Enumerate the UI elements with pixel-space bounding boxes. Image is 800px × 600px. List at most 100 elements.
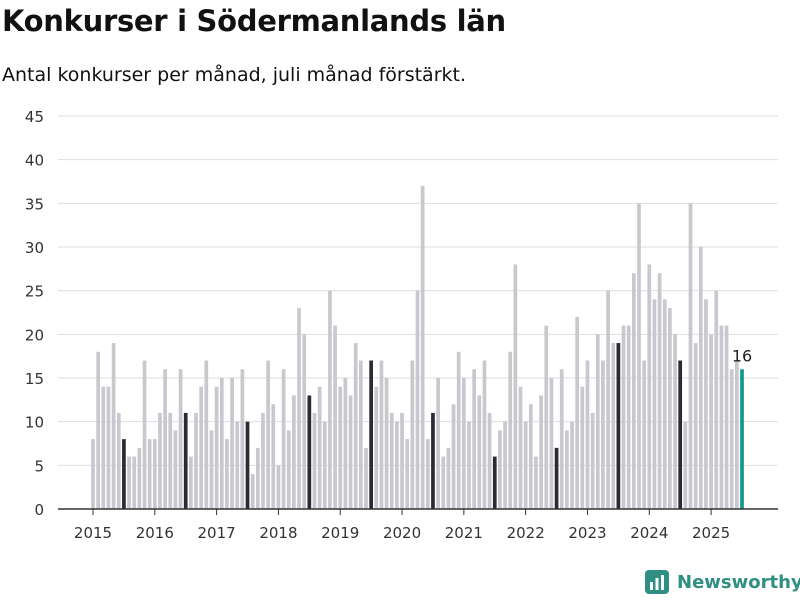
bar[interactable] <box>400 412 404 509</box>
bar[interactable] <box>297 308 301 509</box>
bar[interactable] <box>729 369 734 509</box>
bar[interactable] <box>673 334 677 509</box>
bar[interactable] <box>127 456 131 509</box>
bar[interactable] <box>240 369 245 509</box>
bar[interactable] <box>528 404 533 509</box>
bar[interactable] <box>544 325 549 509</box>
bar[interactable] <box>441 456 446 509</box>
bar[interactable] <box>487 412 492 509</box>
bar[interactable] <box>642 360 646 509</box>
bar[interactable] <box>353 343 358 509</box>
bar[interactable] <box>420 185 425 509</box>
bar[interactable] <box>328 290 332 509</box>
bar[interactable] <box>286 430 291 509</box>
bar[interactable] <box>204 360 209 509</box>
bar[interactable] <box>348 395 353 509</box>
bar[interactable] <box>225 439 229 509</box>
bar[interactable] <box>395 421 399 509</box>
bar[interactable] <box>570 421 574 509</box>
bar[interactable] <box>590 412 595 509</box>
bar[interactable] <box>358 360 363 509</box>
bar[interactable] <box>621 325 626 509</box>
bar[interactable] <box>565 430 569 509</box>
bar[interactable] <box>132 456 137 509</box>
bar[interactable] <box>137 447 142 509</box>
bar[interactable] <box>116 412 121 509</box>
bar[interactable] <box>122 439 126 509</box>
bar[interactable] <box>255 447 260 509</box>
bar[interactable] <box>163 369 167 509</box>
bar[interactable] <box>389 412 394 509</box>
bar[interactable] <box>704 299 708 509</box>
bar[interactable] <box>611 343 616 509</box>
bar[interactable] <box>549 378 554 509</box>
bar[interactable] <box>152 439 157 509</box>
bar[interactable] <box>626 325 631 509</box>
bar[interactable] <box>261 412 265 509</box>
bar[interactable] <box>173 430 178 509</box>
bar[interactable] <box>101 386 106 509</box>
bar[interactable] <box>178 369 183 509</box>
bar[interactable] <box>431 412 435 509</box>
bar[interactable] <box>503 421 507 509</box>
bar[interactable] <box>456 351 461 509</box>
bar[interactable] <box>168 412 173 509</box>
bar[interactable] <box>683 421 688 509</box>
bar[interactable] <box>410 360 415 509</box>
bar[interactable] <box>307 395 312 509</box>
bar[interactable] <box>498 430 502 509</box>
bar[interactable] <box>467 421 471 509</box>
bar[interactable] <box>559 369 564 509</box>
bar[interactable] <box>183 412 188 509</box>
bar[interactable] <box>158 412 162 509</box>
bar[interactable] <box>111 343 116 509</box>
bar[interactable] <box>724 325 729 509</box>
bar[interactable] <box>230 378 234 509</box>
bar[interactable] <box>338 386 343 509</box>
bar[interactable] <box>250 474 255 509</box>
bar[interactable] <box>317 386 322 509</box>
bar[interactable] <box>302 334 307 509</box>
bar[interactable] <box>513 264 518 509</box>
bar[interactable] <box>647 264 652 509</box>
bar[interactable] <box>384 378 389 509</box>
bar[interactable] <box>266 360 270 509</box>
bar[interactable] <box>194 412 198 509</box>
bar[interactable] <box>451 404 456 509</box>
brand-logo[interactable]: Newsworthy <box>645 570 800 594</box>
bar[interactable] <box>734 360 739 509</box>
bar[interactable] <box>580 386 585 509</box>
bar[interactable] <box>312 412 317 509</box>
bar[interactable] <box>678 360 683 509</box>
bar[interactable] <box>482 360 487 509</box>
bar[interactable] <box>688 203 693 509</box>
bar[interactable] <box>379 360 384 509</box>
bar[interactable] <box>616 343 621 509</box>
bar[interactable] <box>740 369 744 509</box>
bar[interactable] <box>106 386 111 509</box>
bar[interactable] <box>523 421 528 509</box>
bar[interactable] <box>698 247 703 509</box>
bar[interactable] <box>668 308 672 509</box>
bar[interactable] <box>343 378 348 509</box>
bar[interactable] <box>235 421 240 509</box>
bar[interactable] <box>415 290 420 509</box>
bar[interactable] <box>534 456 538 509</box>
bar[interactable] <box>539 395 543 509</box>
bar[interactable] <box>606 290 610 509</box>
bar[interactable] <box>142 360 147 509</box>
bar[interactable] <box>189 456 193 509</box>
bar[interactable] <box>472 369 477 509</box>
bar[interactable] <box>374 386 379 509</box>
bar[interactable] <box>652 299 657 509</box>
bar[interactable] <box>425 439 430 509</box>
bar[interactable] <box>492 456 497 509</box>
bar[interactable] <box>147 439 152 509</box>
bar[interactable] <box>595 334 600 509</box>
bar[interactable] <box>508 351 513 509</box>
bar[interactable] <box>292 395 296 509</box>
bar[interactable] <box>271 404 276 509</box>
bar[interactable] <box>405 439 410 509</box>
bar[interactable] <box>662 299 667 509</box>
bar[interactable] <box>209 430 214 509</box>
